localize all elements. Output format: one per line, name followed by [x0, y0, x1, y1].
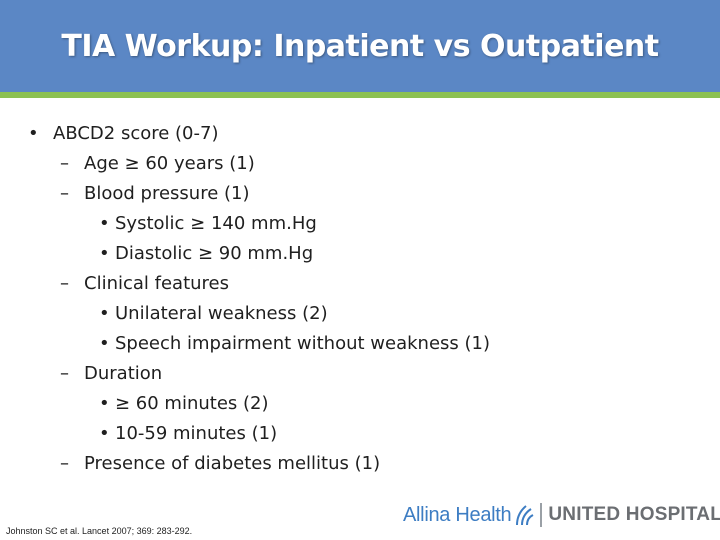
bullet-text: Diastolic ≥ 90 mm.Hg: [115, 243, 314, 264]
bullet-text: Presence of diabetes mellitus (1): [84, 453, 381, 474]
bullet-text: ≥ 60 minutes (2): [115, 393, 269, 414]
bullet-marker: •: [28, 123, 39, 144]
bullet-marker: •: [99, 333, 110, 354]
bullet-marker: –: [60, 363, 69, 384]
bullet-marker: •: [99, 213, 110, 234]
citation: Johnston SC et al. Lancet 2007; 369: 283…: [6, 526, 193, 536]
logo-separator: [540, 503, 543, 527]
bullet-marker: •: [99, 423, 110, 444]
bullet-text: Unilateral weakness (2): [115, 303, 328, 324]
bullet-marker: –: [60, 273, 69, 294]
bullet-text: Systolic ≥ 140 mm.Hg: [115, 213, 317, 234]
bullet-text: ABCD2 score (0-7): [53, 123, 219, 144]
bullet-text: Clinical features: [84, 273, 229, 294]
bullet-text: Blood pressure (1): [84, 183, 250, 204]
title-bar: TIA Workup: Inpatient vs Outpatient: [0, 0, 720, 92]
bullet-text: Speech impairment without weakness (1): [115, 333, 490, 354]
slide-title: TIA Workup: Inpatient vs Outpatient: [61, 28, 659, 64]
bullet-marker: •: [99, 303, 110, 324]
bullet-marker: •: [99, 243, 110, 264]
bullet-text: 10-59 minutes (1): [115, 423, 278, 444]
bullet-text: Duration: [84, 363, 163, 384]
allina-leaf-icon: [516, 505, 534, 526]
logo-allina-text: Allina Health: [403, 503, 512, 526]
bullet-text: Age ≥ 60 years (1): [84, 153, 255, 174]
hospital-logo: Allina Health UNITED HOSPITAL: [403, 500, 720, 530]
bullet-marker: –: [60, 183, 69, 204]
logo-hospital-text: UNITED HOSPITAL: [548, 504, 720, 525]
title-divider: [0, 92, 720, 98]
bullet-marker: –: [60, 153, 69, 174]
bullet-marker: •: [99, 393, 110, 414]
bullet-marker: –: [60, 453, 69, 474]
